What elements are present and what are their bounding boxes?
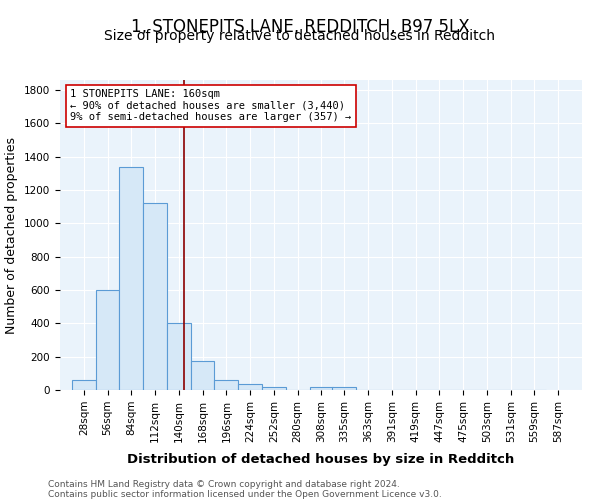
Bar (310, 386, 334, 390)
Bar (214, 380, 238, 390)
Bar (143, 204, 167, 390)
Text: Size of property relative to detached houses in Redditch: Size of property relative to detached ho… (104, 29, 496, 43)
X-axis label: Distribution of detached houses by size in Redditch: Distribution of detached houses by size … (127, 453, 515, 466)
Bar (238, 384, 262, 390)
Bar (72, 380, 95, 390)
Bar (191, 361, 214, 390)
Bar (119, 166, 143, 390)
Bar (332, 386, 356, 390)
Text: 1 STONEPITS LANE: 160sqm
← 90% of detached houses are smaller (3,440)
9% of semi: 1 STONEPITS LANE: 160sqm ← 90% of detach… (70, 90, 352, 122)
Y-axis label: Number of detached properties: Number of detached properties (5, 136, 19, 334)
Bar (167, 324, 191, 390)
Bar (95, 290, 119, 390)
Text: 1, STONEPITS LANE, REDDITCH, B97 5LX: 1, STONEPITS LANE, REDDITCH, B97 5LX (131, 18, 469, 36)
Bar (262, 386, 286, 390)
Text: Contains HM Land Registry data © Crown copyright and database right 2024.
Contai: Contains HM Land Registry data © Crown c… (48, 480, 442, 500)
